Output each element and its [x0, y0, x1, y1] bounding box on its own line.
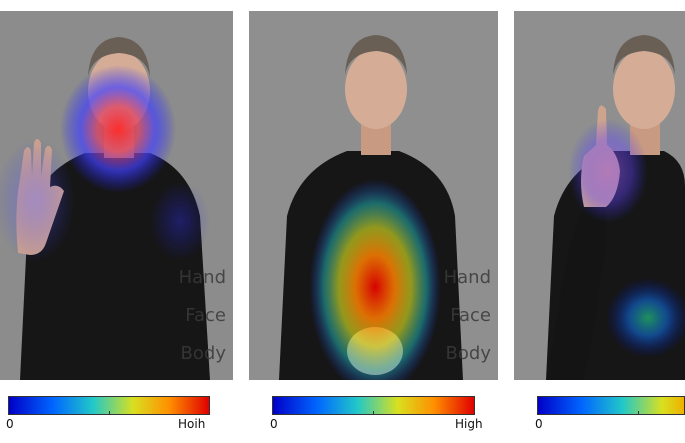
- colorbar-3-min-label: 0: [535, 417, 543, 431]
- signer-image-1: [0, 11, 233, 380]
- signer-image-2: [249, 11, 498, 380]
- colorbar-3: [537, 396, 685, 415]
- hand-label: Hand: [443, 267, 491, 288]
- face-label: Face: [185, 305, 226, 326]
- face-label: Face: [450, 305, 491, 326]
- colorbar-1-min-label: 0: [6, 417, 14, 431]
- colorbar-2-max-label: High: [455, 417, 483, 431]
- heatmap-panel-hand: [514, 11, 685, 380]
- heatmap-panel-face: Hand Face Body: [0, 11, 233, 380]
- colorbar-tick: [109, 411, 110, 415]
- body-label: Body: [445, 343, 491, 364]
- colorbar-tick: [638, 411, 639, 415]
- body-label: Body: [180, 343, 226, 364]
- colorbar-2: [272, 396, 475, 415]
- colorbar-2-min-label: 0: [270, 417, 278, 431]
- colorbar-1: [8, 396, 210, 415]
- hand-label: Hand: [178, 267, 226, 288]
- colorbar-1-max-label: Hoih: [178, 417, 206, 431]
- signer-image-3: [514, 11, 685, 380]
- colorbar-tick: [373, 411, 374, 415]
- heatmap-panel-body: Hand Face Body: [249, 11, 498, 380]
